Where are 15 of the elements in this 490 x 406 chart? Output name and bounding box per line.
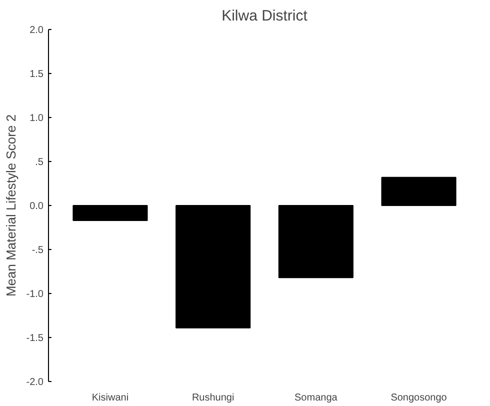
y-tick-label: 1.0: [30, 113, 44, 124]
chart-title: Kilwa District: [222, 8, 308, 24]
y-tick-label: -2.0: [26, 377, 44, 388]
y-tick-label: .5: [35, 157, 44, 168]
y-tick-label: -1.0: [26, 289, 44, 300]
x-tick-label: Kisiwani: [92, 392, 129, 404]
y-tick-label: 1.5: [30, 69, 44, 80]
y-tick-label: 0.0: [30, 201, 44, 212]
x-tick-label: Rushungi: [192, 392, 234, 404]
y-axis-title: Mean Material Lifestyle Score 2: [3, 114, 18, 297]
x-tick-label: Somanga: [294, 392, 338, 404]
x-tick-label: Songosongo: [390, 392, 448, 404]
y-tick-label: -.5: [32, 245, 44, 256]
y-tick-label: -1.5: [26, 333, 44, 344]
y-tick-label: 2.0: [30, 25, 44, 36]
